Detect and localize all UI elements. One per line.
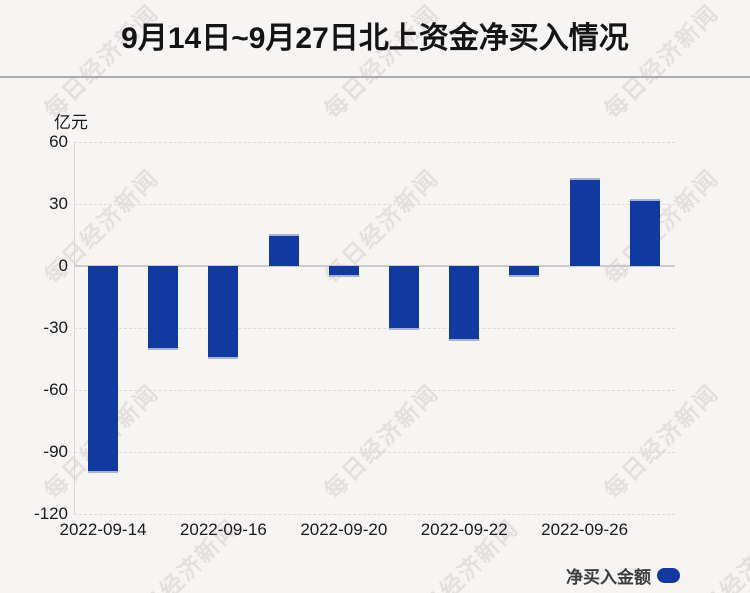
x-tick-label: 2022-09-26 bbox=[541, 520, 629, 539]
bar-2022-09-22[interactable] bbox=[449, 266, 480, 342]
legend-label: 净买入金额 bbox=[566, 568, 651, 587]
bar-cap bbox=[148, 348, 179, 351]
bar-cap bbox=[208, 357, 239, 360]
title-divider bbox=[0, 76, 750, 78]
bar-2022-09-23[interactable] bbox=[509, 266, 540, 278]
y-tick-label: 60 bbox=[49, 131, 68, 151]
bar-cap bbox=[509, 275, 540, 278]
bar-2022-09-20[interactable] bbox=[328, 266, 359, 277]
bar-cap bbox=[328, 274, 359, 277]
legend[interactable]: 净买入金额 bbox=[566, 563, 680, 588]
gridline bbox=[74, 203, 675, 205]
y-tick-label: 30 bbox=[49, 193, 68, 213]
bar-2022-09-14[interactable] bbox=[88, 266, 118, 474]
gridline bbox=[74, 514, 675, 515]
bar-2022-09-15[interactable] bbox=[148, 266, 179, 351]
y-tick-label: 0 bbox=[58, 256, 68, 275]
gridline bbox=[74, 390, 675, 391]
y-axis-unit-label: 亿元 bbox=[54, 113, 88, 132]
y-tick-label: -90 bbox=[43, 442, 68, 461]
bar-2022-09-16[interactable] bbox=[208, 266, 239, 360]
x-tick-label: 2022-09-14 bbox=[59, 520, 147, 539]
bar-cap bbox=[449, 339, 480, 342]
gridline bbox=[74, 141, 675, 143]
x-tick-label: 2022-09-16 bbox=[179, 520, 267, 539]
y-tick-label: -30 bbox=[43, 318, 68, 337]
bar-cap bbox=[389, 328, 419, 331]
bar-cap bbox=[88, 471, 118, 474]
bar-cap bbox=[268, 233, 299, 236]
gridline bbox=[74, 328, 675, 329]
gridline bbox=[74, 452, 675, 453]
y-tick-label: -120 bbox=[33, 504, 68, 523]
legend-marker-icon bbox=[657, 568, 680, 583]
y-tick-label: -60 bbox=[43, 380, 68, 399]
bar-2022-09-26[interactable] bbox=[569, 177, 600, 266]
y-axis-line bbox=[74, 141, 75, 514]
x-tick-label: 2022-09-22 bbox=[420, 520, 508, 539]
bar-2022-09-21[interactable] bbox=[389, 266, 419, 331]
bar-cap bbox=[629, 198, 660, 201]
bar-2022-09-27[interactable] bbox=[629, 198, 660, 266]
zero-gridline bbox=[74, 265, 675, 267]
bar-cap bbox=[569, 177, 600, 180]
bar-2022-09-19[interactable] bbox=[268, 233, 299, 266]
x-tick-label: 2022-09-20 bbox=[300, 520, 388, 539]
chart-title: 9月14日~9月27日北上资金净买入情况 bbox=[121, 22, 629, 55]
